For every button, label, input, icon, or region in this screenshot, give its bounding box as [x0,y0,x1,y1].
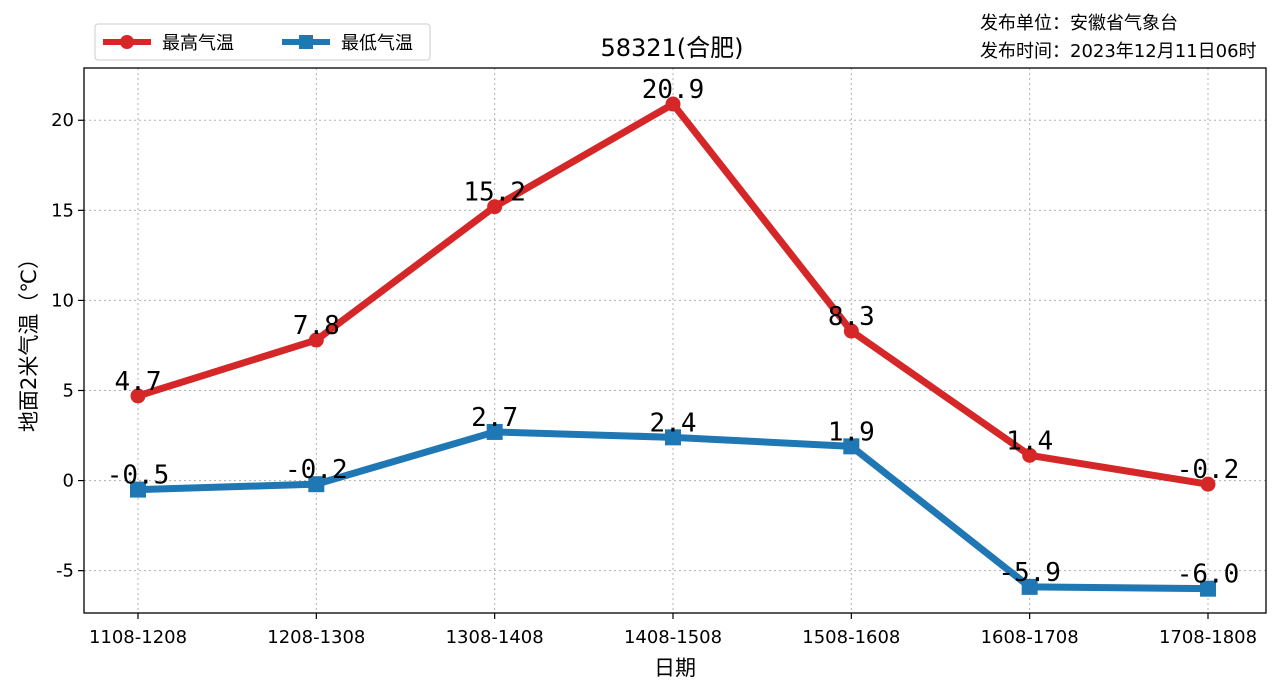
data-point-min [665,429,681,446]
x-tick-label: 1108-1208 [89,627,187,648]
data-label-max: 8.3 [828,302,875,332]
data-point-min [308,476,325,493]
data-point-min [1200,580,1216,597]
y-tick-label: 10 [51,290,74,311]
x-tick-label: 1308-1408 [446,627,544,648]
data-label-min: 2.4 [650,408,697,438]
x-tick-label: 1508-1608 [802,627,900,648]
x-tick-label: 1708-1808 [1159,627,1257,648]
y-axis-label: 地面2米气温（℃） [17,248,41,432]
y-tick-label: 15 [51,200,74,221]
data-point-min [1021,578,1038,595]
data-label-max: 15.2 [463,178,526,208]
data-point-max [1200,476,1216,492]
publisher-unit: 发布单位：安徽省气象台 [980,13,1178,34]
data-point-min [843,438,860,455]
data-point-min [486,423,503,440]
y-tick-label: 20 [51,110,74,131]
plot-area [84,68,1266,613]
x-tick-label: 1608-1708 [981,627,1079,648]
data-point-min [130,481,146,498]
x-axis-label: 日期 [654,656,696,680]
data-point-max [843,323,859,339]
x-tick-label: 1208-1308 [267,627,365,648]
data-label-max: 20.9 [642,75,705,105]
data-point-max [308,332,324,348]
data-label-min: 1.9 [828,417,875,447]
y-tick-label: 0 [63,471,74,492]
x-tick-label: 1408-1508 [624,627,722,648]
data-label-min: -5.9 [998,558,1061,588]
data-label-max: 1.4 [1006,426,1053,456]
data-label-max: 7.8 [293,311,340,341]
data-label-min: -6.0 [1177,560,1240,590]
data-point-max [1022,447,1038,463]
legend-marker-min [299,35,313,49]
legend-label-min: 最低气温 [341,33,413,54]
data-point-max [130,388,146,404]
series-layer [130,96,1216,597]
legend-label-max: 最高气温 [162,33,234,54]
chart-title: 58321(合肥) [600,34,743,62]
legend-marker-max [120,35,134,49]
data-label-max: 4.7 [115,367,162,397]
axis-ticks: -5 0 5 10 15 20 1108-1208 1208-1308 1308-1408 140… [51,110,1257,648]
y-tick-label: 5 [63,380,74,401]
y-tick-label: -5 [56,561,74,582]
data-labels-layer: 4.7 7.8 15.2 20.9 8.3 1.4 -0.2 -0.5 -0.2 2.7 2.4 1.… [107,75,1240,590]
publisher-time: 发布时间：2023年12月11日06时 [980,41,1257,62]
data-label-min: -0.2 [285,455,348,485]
data-label-max: -0.2 [1177,455,1240,485]
legend: 最高气温 最低气温 [94,23,431,61]
plot-frame [83,67,1267,614]
data-point-max [487,199,503,215]
legend-box [94,23,431,61]
data-point-max [665,96,681,112]
grid-lines [84,68,1266,613]
data-label-min: 2.7 [471,403,518,433]
data-label-min: -0.5 [107,461,170,491]
